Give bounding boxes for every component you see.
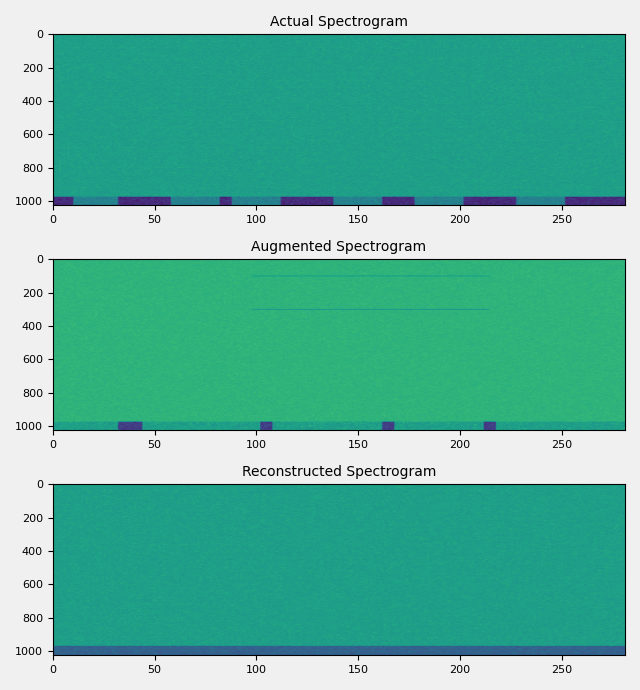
Title: Reconstructed Spectrogram: Reconstructed Spectrogram <box>242 465 436 479</box>
Title: Augmented Spectrogram: Augmented Spectrogram <box>252 240 426 254</box>
Title: Actual Spectrogram: Actual Spectrogram <box>270 15 408 29</box>
